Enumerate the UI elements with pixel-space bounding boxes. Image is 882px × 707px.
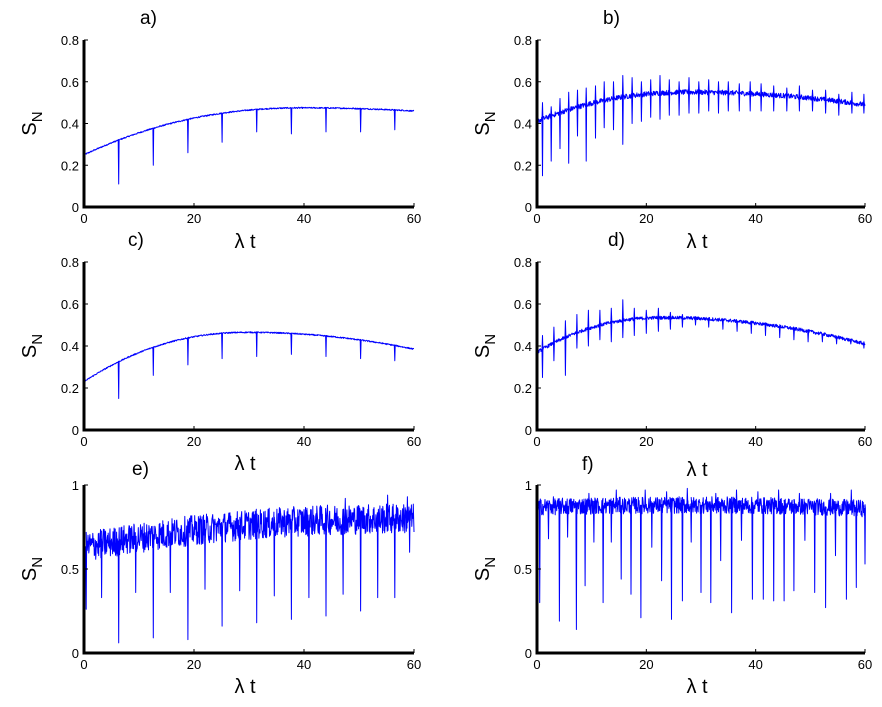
- panel-label: d): [608, 230, 625, 251]
- panel-label: a): [140, 8, 157, 29]
- x-tick-label: 60: [407, 211, 421, 226]
- x-axis-label: λ t: [686, 676, 708, 698]
- series-line: [536, 299, 866, 430]
- x-tick-label: 20: [187, 211, 201, 226]
- y-tick-label: 0.8: [61, 33, 79, 48]
- y-tick-label: 0.5: [514, 562, 532, 577]
- x-tick-label: 20: [639, 657, 653, 672]
- x-tick-label: 60: [858, 211, 872, 226]
- series-line: [536, 75, 866, 207]
- axis-lines: [82, 40, 414, 209]
- x-tick-label: 0: [80, 211, 87, 226]
- x-tick-label: 40: [297, 434, 311, 449]
- y-tick-label: 0: [72, 646, 79, 661]
- y-axis-label-sub: N: [29, 334, 46, 345]
- x-tick-label: 60: [858, 657, 872, 672]
- y-tick-label: 0: [525, 200, 532, 215]
- y-tick-label: 0.2: [61, 381, 79, 396]
- y-axis-label: SN: [472, 334, 499, 358]
- y-tick-label: 0.2: [514, 158, 532, 173]
- x-axis-label: λ t: [686, 459, 708, 481]
- series-line: [83, 106, 415, 207]
- y-tick-label: 0.2: [61, 158, 79, 173]
- x-tick-label: 0: [533, 657, 540, 672]
- y-axis-label-main: S: [19, 122, 41, 135]
- axis-lines: [535, 262, 865, 432]
- panel-label: f): [582, 454, 594, 475]
- y-axis-label-main: S: [472, 122, 494, 135]
- x-tick-label: 0: [80, 434, 87, 449]
- y-tick-label: 0.6: [61, 297, 79, 312]
- y-tick-label: 0.4: [61, 117, 79, 132]
- y-tick-label: 0.8: [514, 255, 532, 270]
- y-tick-label: 0: [525, 423, 532, 438]
- x-tick-label: 60: [858, 434, 872, 449]
- y-tick-label: 0.5: [61, 562, 79, 577]
- y-axis-label-sub: N: [482, 334, 499, 345]
- y-axis-label-sub: N: [482, 557, 499, 568]
- y-tick-label: 0: [72, 423, 79, 438]
- y-axis-label-sub: N: [29, 557, 46, 568]
- x-tick-label: 0: [533, 434, 540, 449]
- series-line: [83, 494, 415, 653]
- panel-label: c): [128, 230, 144, 251]
- y-axis-label: SN: [472, 557, 499, 581]
- y-axis-label-main: S: [19, 568, 41, 581]
- x-axis-label: λ t: [234, 676, 256, 698]
- x-tick-label: 0: [80, 657, 87, 672]
- y-tick-label: 0.6: [61, 75, 79, 90]
- y-tick-label: 0.8: [514, 33, 532, 48]
- series-line: [536, 487, 866, 653]
- y-axis-label: SN: [19, 557, 46, 581]
- y-tick-label: 0.4: [514, 117, 532, 132]
- x-tick-label: 0: [533, 211, 540, 226]
- axis-lines: [82, 485, 414, 655]
- y-tick-label: 1: [525, 478, 532, 493]
- y-tick-label: 0.4: [514, 339, 532, 354]
- x-tick-label: 40: [748, 657, 762, 672]
- x-tick-label: 60: [407, 434, 421, 449]
- y-tick-label: 0: [525, 646, 532, 661]
- y-tick-label: 0.6: [514, 297, 532, 312]
- y-tick-label: 0.6: [514, 75, 532, 90]
- x-tick-label: 40: [297, 211, 311, 226]
- y-tick-label: 0.4: [61, 339, 79, 354]
- y-tick-label: 0.8: [61, 255, 79, 270]
- x-tick-label: 20: [639, 211, 653, 226]
- y-tick-label: 0: [72, 200, 79, 215]
- x-tick-label: 40: [297, 657, 311, 672]
- x-tick-label: 40: [748, 434, 762, 449]
- y-axis-label-main: S: [472, 568, 494, 581]
- y-tick-label: 1: [72, 478, 79, 493]
- y-axis-label-sub: N: [29, 111, 46, 122]
- panel-label: b): [603, 8, 620, 29]
- x-tick-label: 20: [639, 434, 653, 449]
- x-tick-label: 20: [187, 657, 201, 672]
- y-axis-label: SN: [19, 111, 46, 135]
- x-tick-label: 40: [748, 211, 762, 226]
- x-axis-label: λ t: [234, 453, 256, 475]
- y-axis-label-main: S: [472, 345, 494, 358]
- y-axis-label-main: S: [19, 345, 41, 358]
- axis-lines: [82, 262, 414, 432]
- panel-label: e): [132, 459, 149, 480]
- x-axis-label: λ t: [686, 231, 708, 253]
- y-axis-label: SN: [19, 334, 46, 358]
- y-axis-label: SN: [472, 111, 499, 135]
- series-line: [83, 331, 415, 430]
- x-tick-label: 60: [407, 657, 421, 672]
- y-tick-label: 0.2: [514, 381, 532, 396]
- y-axis-label-sub: N: [482, 111, 499, 122]
- x-axis-label: λ t: [234, 231, 256, 253]
- x-tick-label: 20: [187, 434, 201, 449]
